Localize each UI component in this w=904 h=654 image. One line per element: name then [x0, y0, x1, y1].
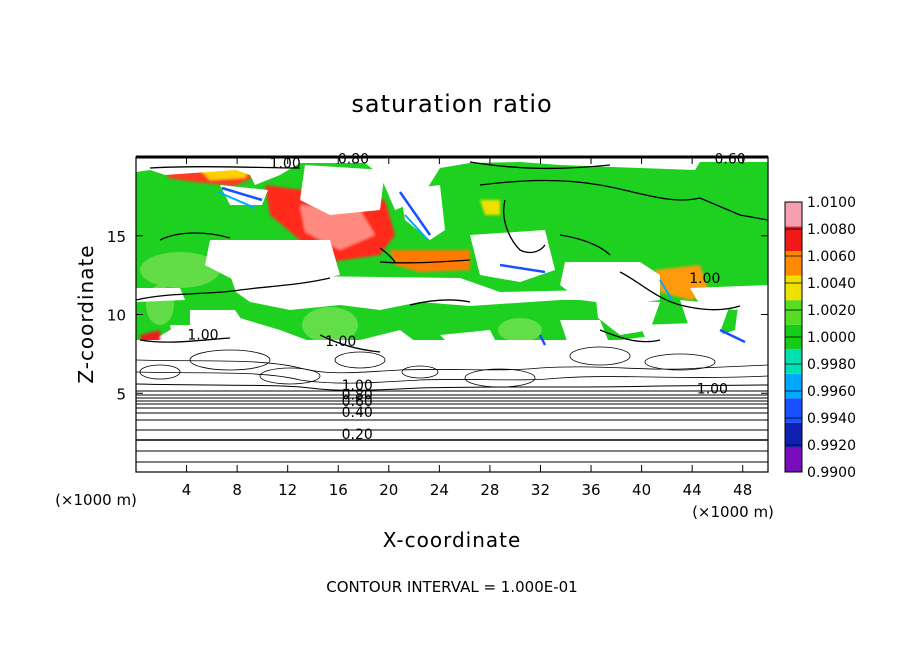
x-tick-label: 12 — [278, 481, 297, 499]
colorbar-swatch — [785, 300, 802, 325]
colorbar-swatch — [785, 226, 802, 252]
y-tick-label: 5 — [116, 385, 126, 403]
y-axis-ticks: 5 10 15 — [107, 228, 768, 403]
colorbar-label: 0.9980 — [807, 357, 856, 373]
contour-label: 1.00 — [689, 271, 720, 287]
chart-title: saturation ratio — [351, 90, 552, 118]
field-cyan-fringes — [217, 191, 673, 301]
colorbar-swatch — [785, 275, 802, 301]
colorbar-swatch — [785, 447, 802, 472]
x-tick-label: 36 — [581, 481, 600, 499]
x-unit-label-left: (×1000 m) — [55, 491, 137, 509]
y-tick-label: 10 — [107, 307, 126, 325]
y-tick-label: 15 — [107, 228, 126, 246]
y-axis-label: Z-coordinate — [74, 244, 98, 383]
contour-label: 1.00 — [342, 378, 373, 394]
colorbar-label: 1.0080 — [807, 222, 856, 238]
contour-label: 0.40 — [342, 405, 373, 421]
colorbar-swatch — [785, 373, 802, 399]
colorbar-label: 0.9940 — [807, 411, 856, 427]
colorbar-label: 1.0000 — [807, 330, 856, 346]
field-white-regions — [136, 157, 768, 472]
x-axis-label: X-coordinate — [383, 528, 522, 552]
contour-labels: 0.200.400.600.801.001.001.001.001.001.00… — [187, 151, 745, 443]
x-axis-ticks: 4 8 12 16 20 24 28 32 36 40 44 48 — [182, 157, 752, 499]
colorbar-label: 0.9920 — [807, 438, 856, 454]
colorbar-label: 0.9900 — [807, 465, 856, 481]
colorbar-swatch — [785, 422, 802, 448]
contour-interval-note: CONTOUR INTERVAL = 1.000E-01 — [326, 578, 577, 596]
colorbar-swatch — [785, 349, 802, 374]
x-tick-label: 24 — [430, 481, 449, 499]
x-tick-label: 32 — [531, 481, 550, 499]
colorbar-swatch — [785, 202, 802, 227]
x-tick-label: 16 — [329, 481, 348, 499]
colorbar-swatch — [785, 251, 802, 276]
contour-label: 1.00 — [325, 334, 356, 350]
colorbar-label: 1.0060 — [807, 249, 856, 265]
contour-lines-lower — [136, 359, 768, 463]
colorbar-label: 1.0100 — [807, 195, 856, 211]
contour-label: 0.60 — [714, 151, 745, 167]
field-blue-fringes — [221, 186, 746, 346]
colorbar: 1.0100 1.0080 1.0060 1.0040 1.0020 1.0000 0.99… — [784, 195, 856, 481]
x-tick-label: 20 — [379, 481, 398, 499]
contour-label: 0.80 — [338, 151, 369, 167]
contour-blobs — [139, 346, 716, 388]
contour-label: 0.80 — [342, 388, 373, 404]
colorbar-swatch — [785, 398, 802, 423]
colorbar-label: 0.9960 — [807, 384, 856, 400]
colorbar-label: 1.0040 — [807, 276, 856, 292]
contour-label: 1.00 — [187, 328, 218, 344]
x-tick-label: 48 — [733, 481, 752, 499]
contour-label: 0.20 — [342, 427, 373, 443]
x-tick-label: 8 — [232, 481, 242, 499]
contour-label: 1.00 — [697, 381, 728, 397]
x-tick-label: 28 — [480, 481, 499, 499]
x-tick-label: 40 — [632, 481, 651, 499]
x-unit-label-right: (×1000 m) — [692, 503, 774, 521]
contour-label: 1.00 — [270, 156, 301, 172]
x-tick-label: 44 — [683, 481, 702, 499]
contour-lines-thick — [136, 161, 768, 353]
colorbar-label: 1.0020 — [807, 303, 856, 319]
plot-area — [136, 157, 768, 472]
x-tick-label: 4 — [182, 481, 192, 499]
contour-label: 0.60 — [342, 394, 373, 410]
